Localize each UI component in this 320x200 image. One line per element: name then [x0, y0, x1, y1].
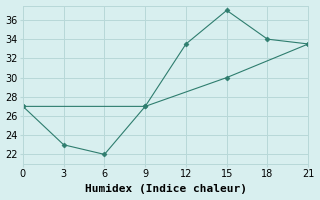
X-axis label: Humidex (Indice chaleur): Humidex (Indice chaleur): [84, 184, 247, 194]
